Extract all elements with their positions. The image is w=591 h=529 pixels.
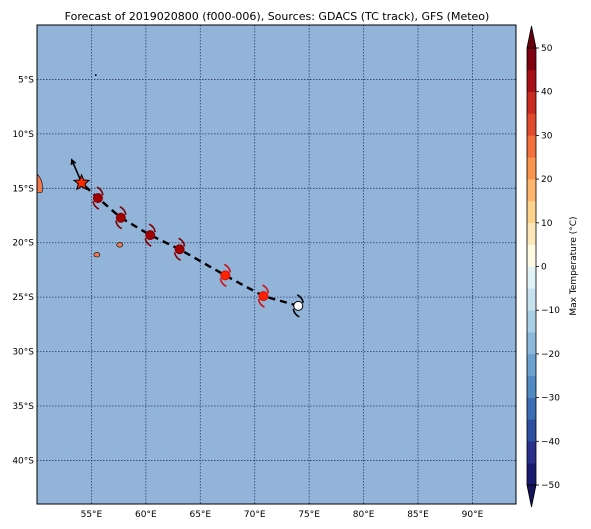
colorbar-level-swatch [527,375,536,398]
island-shape [116,242,124,248]
colorbar-level-swatch [527,135,536,158]
cyclone-arm [173,252,182,261]
colorbar-level-swatch [527,463,536,486]
colorbar-tick-label: 30 [541,131,553,141]
cyclone-arm [148,223,157,233]
colorbar-level-swatch [527,397,536,420]
lat-tick-label: 15°S [12,184,34,194]
lon-tick-label: 55°E [81,510,103,520]
colorbar-levels [526,47,537,486]
cyclone-arm [262,284,270,294]
land-layer [36,74,124,258]
colorbar-level-swatch [527,48,536,71]
lon-tick-label: 80°E [353,510,375,520]
cyclone-arm [257,298,265,308]
cyclone-arm [144,237,152,247]
map-title: Forecast of 2019020800 (f000-006), Sourc… [65,10,490,23]
colorbar-tick-label: −50 [541,481,560,491]
cyclone-arm [115,220,123,230]
colorbar-level-swatch [527,157,536,180]
cyclone-arm [92,200,100,210]
cyclone-arm [119,205,127,215]
colorbar-label: Max Temperature (°C) [569,216,579,315]
cyclone-point-icon [173,237,186,261]
colorbar-level-swatch [527,288,536,311]
colorbar-tick-label: −40 [541,437,560,447]
seychelles-dot [94,74,97,76]
cyclone-eye [258,291,269,302]
colorbar-level-swatch [527,419,536,442]
colorbar-ticks: 50 40 30 20 10 0 −10 −20 −30 −40 −50 [536,44,560,491]
tc-track [70,158,305,318]
lat-tick-label: 5°S [18,75,34,85]
colorbar-level-swatch [527,310,536,333]
colorbar-tick-label: 10 [541,219,553,229]
cyclone-arm [219,278,227,288]
cyclone-eye [145,230,156,241]
track-line [80,182,299,308]
map-frame [36,24,517,505]
lat-tick-label: 25°S [12,293,34,303]
colorbar-level-swatch [527,69,536,92]
colorbar-level-swatch [527,266,536,289]
colorbar-level-swatch [527,179,536,202]
lat-tick-label: 35°S [12,402,34,412]
colorbar-under-extend [526,484,537,508]
colorbar-tick-label: 0 [541,263,547,273]
lon-tick-label: 60°E [135,510,157,520]
lon-tick-label: 65°E [189,510,211,520]
cyclone-point-icon [92,186,104,210]
heading-arrow-icon [70,158,77,166]
cyclone-arm [292,308,300,318]
lat-tick-label: 20°S [12,239,34,249]
cyclone-point-icon [219,263,232,288]
colorbar-level-swatch [527,441,536,464]
cyclone-eye [174,244,185,255]
map-panel: 55°E 60°E 65°E 70°E 75°E 80°E 85°E 90°E 5°S 10°S… [12,24,517,520]
cyclone-point-icon [144,223,157,247]
latitude-tick-labels: 5°S 10°S 15°S 20°S 25°S 30°S 35°S 40°S [12,75,34,466]
ocean-area [37,25,516,504]
lat-tick-label: 10°S [12,130,34,140]
cyclone-arm [296,294,305,304]
cyclone-eye [115,212,126,223]
cyclone-point-icon [115,205,127,230]
colorbar-tick-label: 50 [541,44,553,54]
lon-tick-label: 85°E [407,510,429,520]
colorbar-over-extend [526,25,537,49]
lat-tick-label: 40°S [12,456,34,466]
colorbar-level-swatch [527,222,536,245]
cyclone-eye [220,270,231,281]
lon-tick-label: 90°E [462,510,484,520]
longitude-tick-labels: 55°E 60°E 65°E 70°E 75°E 80°E 85°E 90°E [81,510,484,520]
cyclone-point-icon [257,284,270,308]
colorbar-level-swatch [527,244,536,267]
cyclone-eye [293,300,304,311]
graticule [37,25,516,504]
colorbar-level-swatch [527,353,536,377]
colorbar-tick-label: 40 [541,88,553,98]
colorbar-level-swatch [527,200,536,224]
cyclone-arm [223,263,232,273]
madagascar-coast-shape [36,173,43,193]
lon-tick-label: 75°E [298,510,320,520]
lon-tick-label: 70°E [244,510,266,520]
cyclone-eye [92,193,103,204]
colorbar-tick-label: −20 [541,350,560,360]
colorbar-tick-label: 20 [541,175,553,185]
cyclone-arm [178,237,186,247]
island-shape [93,252,101,258]
colorbar-tick-label: −30 [541,394,560,404]
colorbar-level-swatch [527,113,536,136]
colorbar-level-swatch [527,332,536,355]
colorbar: 50 40 30 20 10 0 −10 −20 −30 −40 −50 Max Temperatu… [526,25,579,508]
cyclone-start-icon [292,294,305,318]
star-icon [72,173,91,191]
cyclone-arm [96,186,104,196]
lat-tick-label: 30°S [12,348,34,358]
colorbar-level-swatch [527,91,536,114]
colorbar-tick-label: −10 [541,306,560,316]
